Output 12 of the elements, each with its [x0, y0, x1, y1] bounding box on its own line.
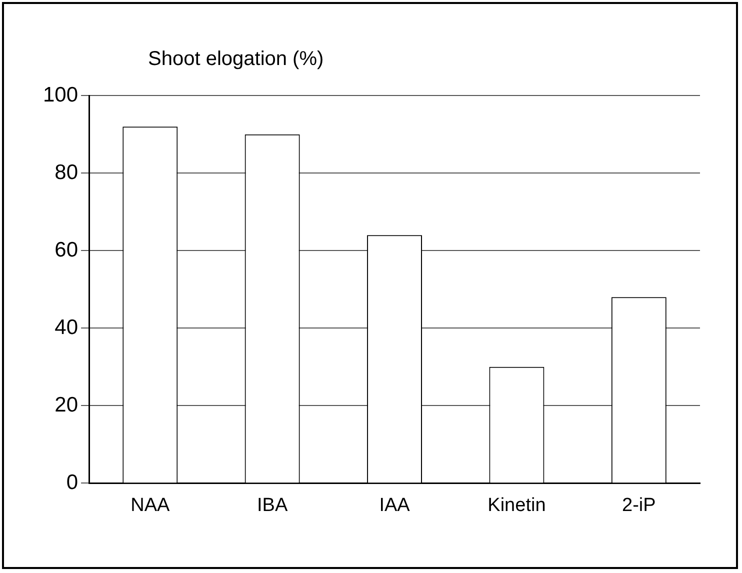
y-tick-label: 20	[54, 393, 78, 416]
y-tick-label: 100	[42, 83, 78, 106]
x-tick-label: 2-iP	[622, 494, 656, 516]
x-tick-label: IAA	[379, 494, 410, 516]
y-tick-label: 40	[54, 316, 78, 339]
y-axis-title: Shoot elogation (%)	[148, 48, 324, 71]
x-tick-label: Kinetin	[488, 494, 546, 516]
y-tick-label: 60	[54, 238, 78, 262]
x-tick-label: IBA	[257, 494, 288, 516]
x-tick-label: NAA	[130, 494, 170, 516]
y-tick-label: 0	[66, 470, 78, 494]
y-tick-label: 80	[54, 160, 78, 184]
